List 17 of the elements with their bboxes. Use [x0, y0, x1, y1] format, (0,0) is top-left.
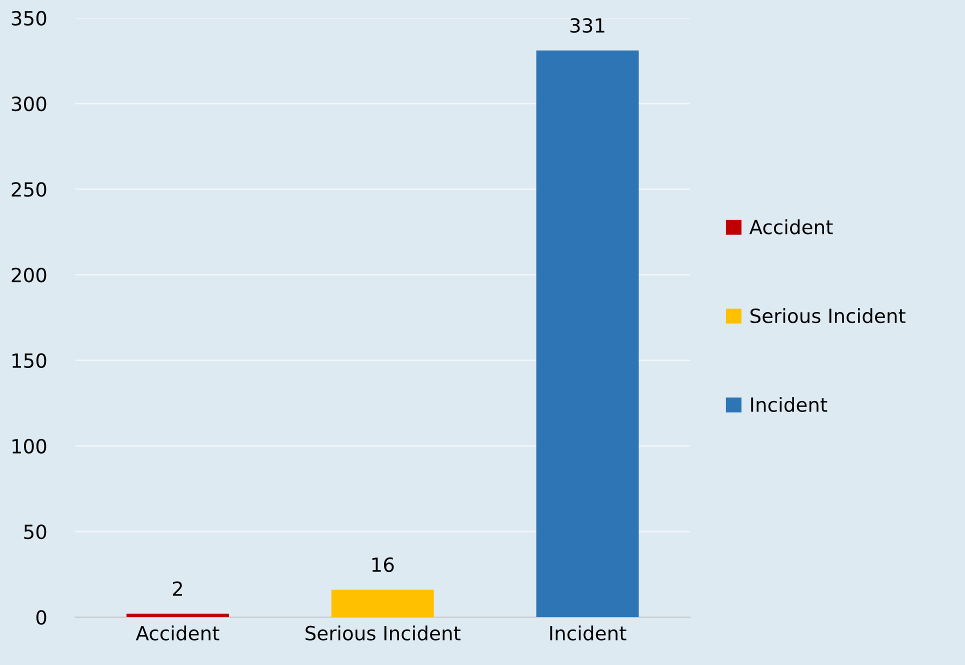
- y-tick-label: 250: [12, 182, 46, 197]
- data-label: 2: [172, 581, 182, 596]
- data-label: 16: [372, 557, 394, 572]
- y-tick-label: 350: [12, 10, 46, 26]
- x-tick-label: Serious Incident: [306, 625, 460, 641]
- y-tick-label: 300: [12, 96, 46, 112]
- y-tick-label: 0: [36, 610, 46, 625]
- legend-label: Incident: [751, 396, 828, 412]
- x-tick-label: Incident: [550, 625, 626, 641]
- y-tick-label: 100: [12, 438, 46, 454]
- legend-label: Serious Incident: [750, 308, 906, 324]
- data-label: 331: [570, 18, 604, 33]
- y-tick-label: 150: [12, 353, 46, 368]
- legend-label: Accident: [749, 219, 833, 234]
- y-tick-label: 50: [24, 524, 46, 540]
- x-tick-label: Accident: [136, 625, 220, 641]
- y-tick-label: 200: [12, 268, 46, 282]
